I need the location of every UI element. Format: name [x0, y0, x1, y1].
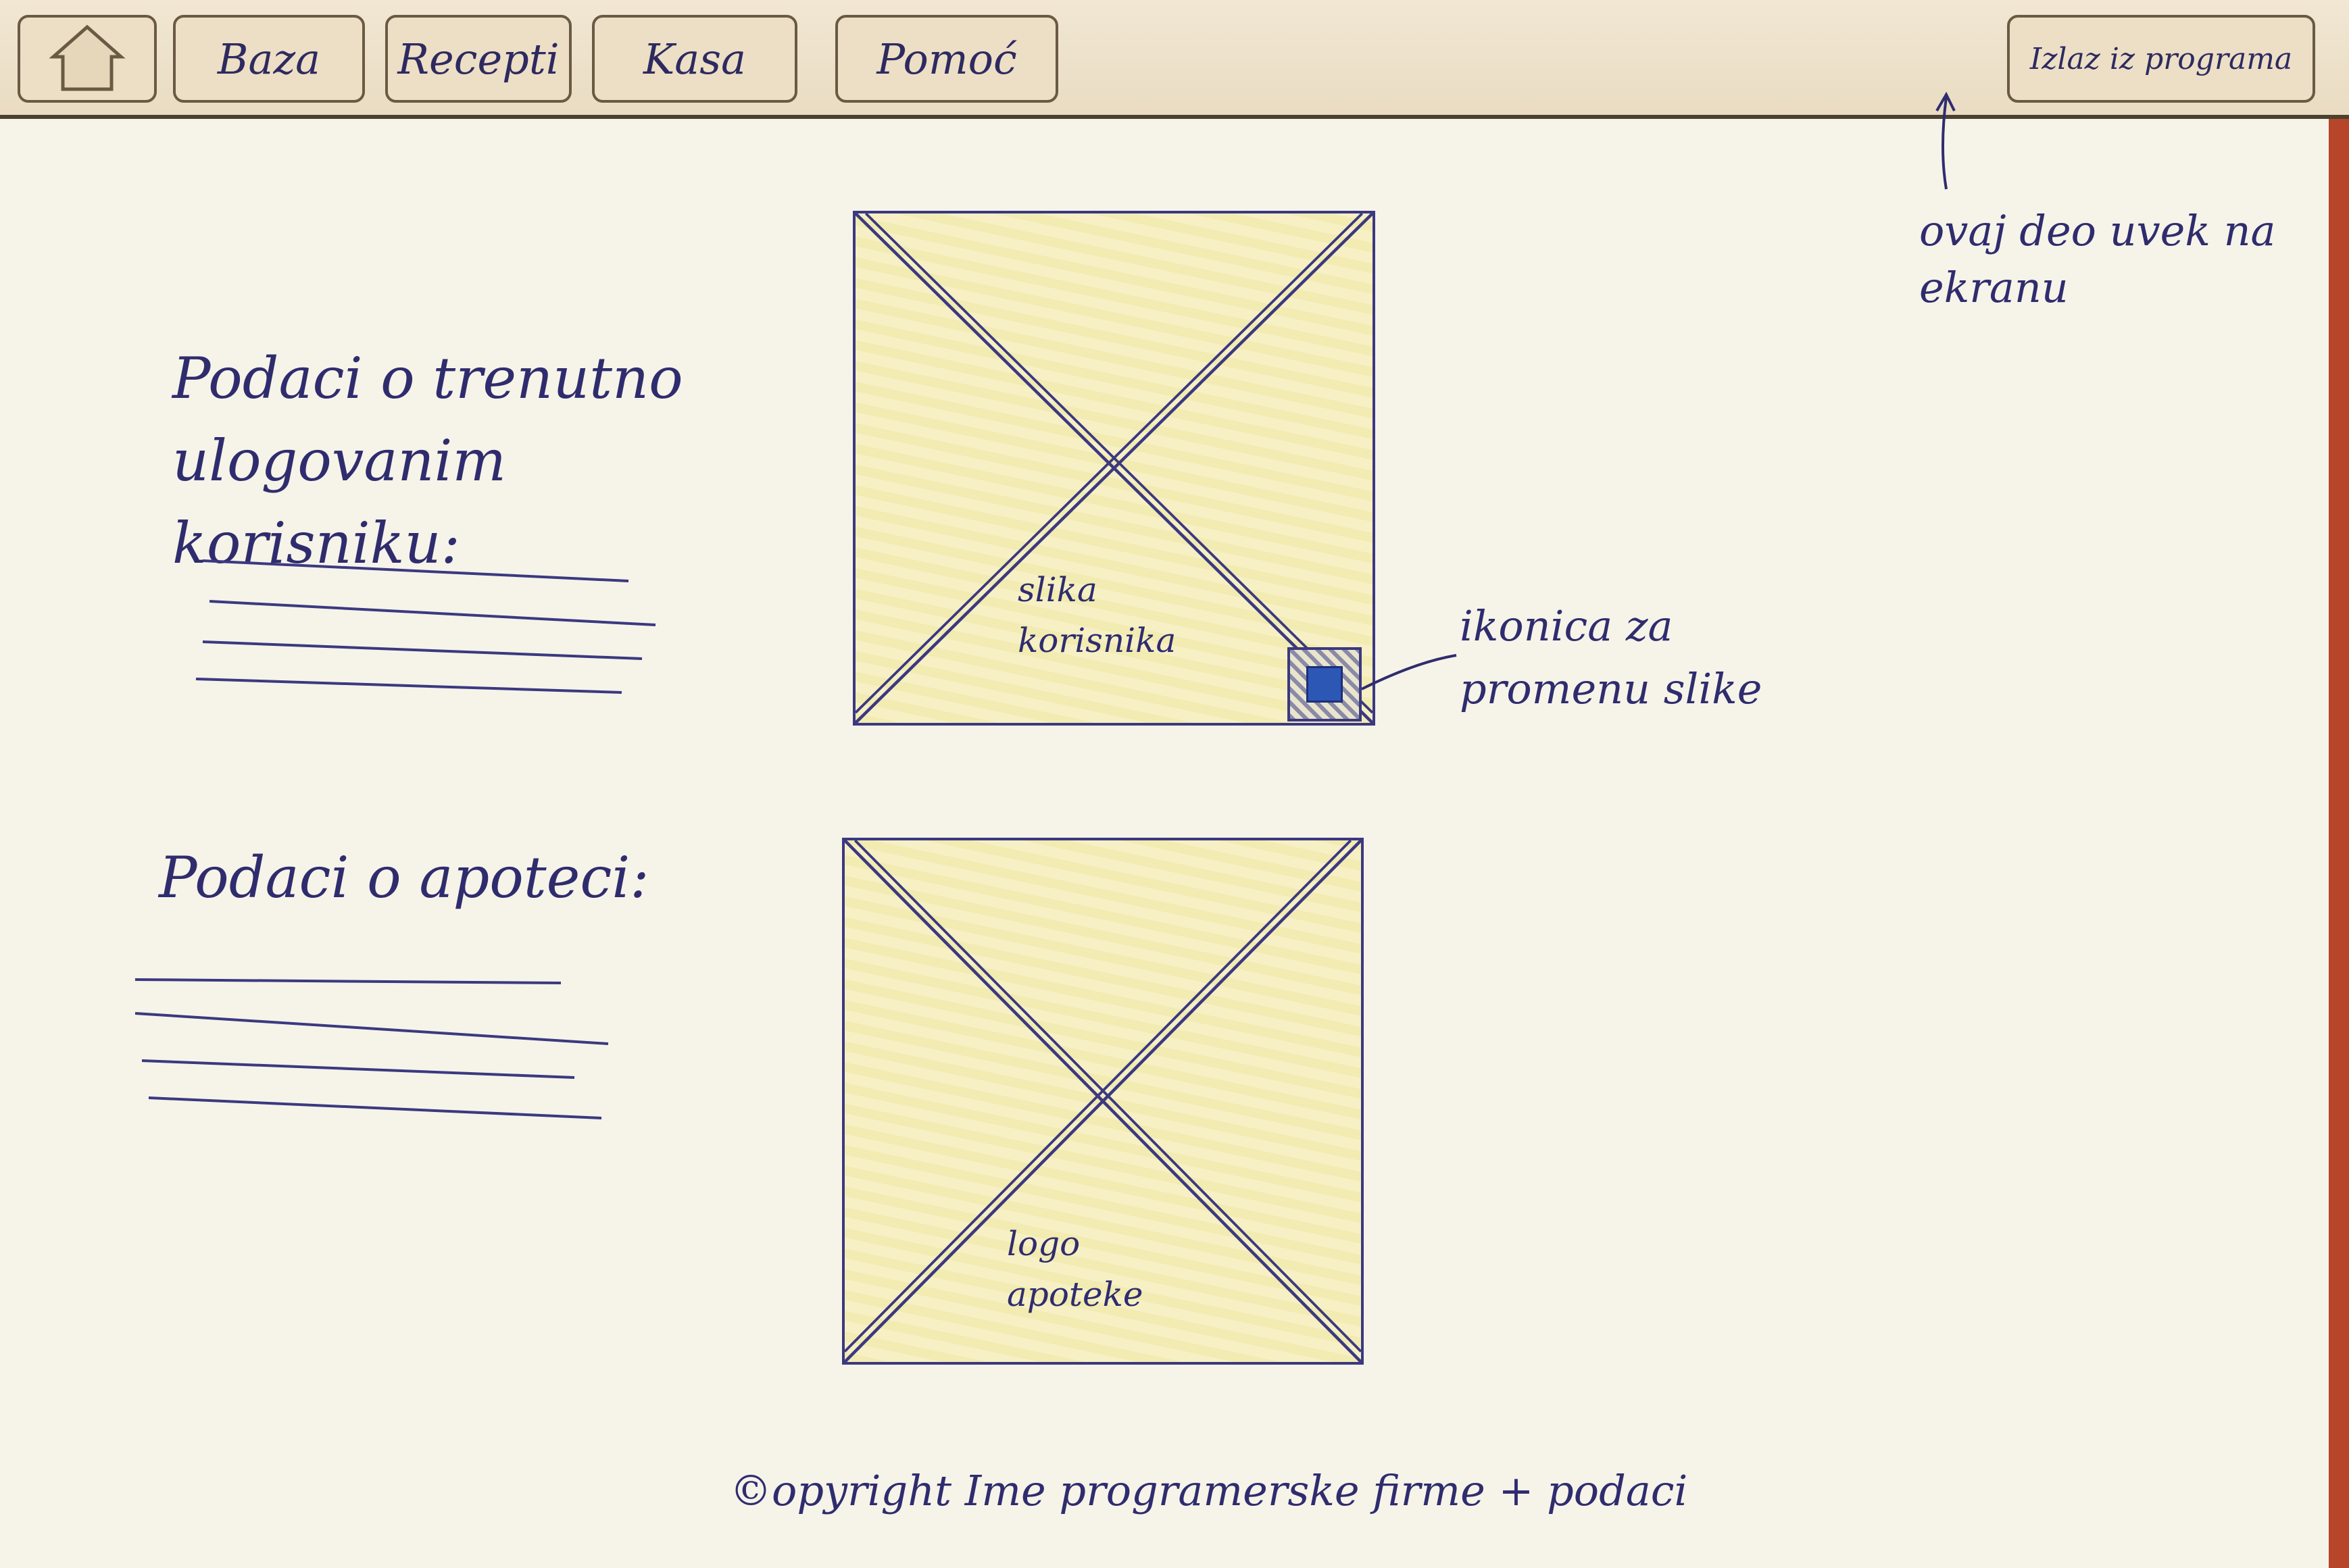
user-photo-label: slika korisnika — [1018, 570, 1177, 660]
annotation-arrow-change-picture — [1361, 654, 1457, 690]
change-picture-icon[interactable] — [1287, 647, 1362, 722]
nav-tab-kasa[interactable]: Kasa — [592, 15, 797, 103]
house-icon — [49, 24, 126, 91]
nav-tab-baza[interactable]: Baza — [173, 15, 365, 103]
footer-copyright: ©opyright Ime programerske firme + podac… — [730, 1466, 1688, 1515]
user-info-lines — [182, 547, 669, 703]
pharmacy-info-heading: Podaci o apoteci: — [159, 844, 649, 911]
nav-tab-recepti[interactable]: Recepti — [385, 15, 572, 103]
user-photo-placeholder[interactable]: slika korisnika — [853, 211, 1375, 726]
pharmacy-logo-label: logo apoteke — [1007, 1224, 1143, 1314]
home-button[interactable] — [18, 15, 157, 103]
picture-icon — [1306, 666, 1343, 703]
annotation-arrow-topbar — [1935, 91, 1956, 190]
nav-tab-pomoc[interactable]: Pomoć — [835, 15, 1058, 103]
exit-program-button[interactable]: Izlaz iz programa — [2007, 15, 2315, 103]
note-always-on-screen: ovaj deo uvek na ekranu — [1919, 206, 2276, 312]
note-change-picture-icon: ikonica za promenu slike — [1460, 601, 1762, 713]
pharmacy-logo-placeholder[interactable]: logo apoteke — [842, 838, 1364, 1365]
pharmacy-info-lines — [128, 966, 628, 1128]
top-navigation-bar: Baza Recepti Kasa Pomoć Izlaz iz program… — [0, 0, 2349, 119]
